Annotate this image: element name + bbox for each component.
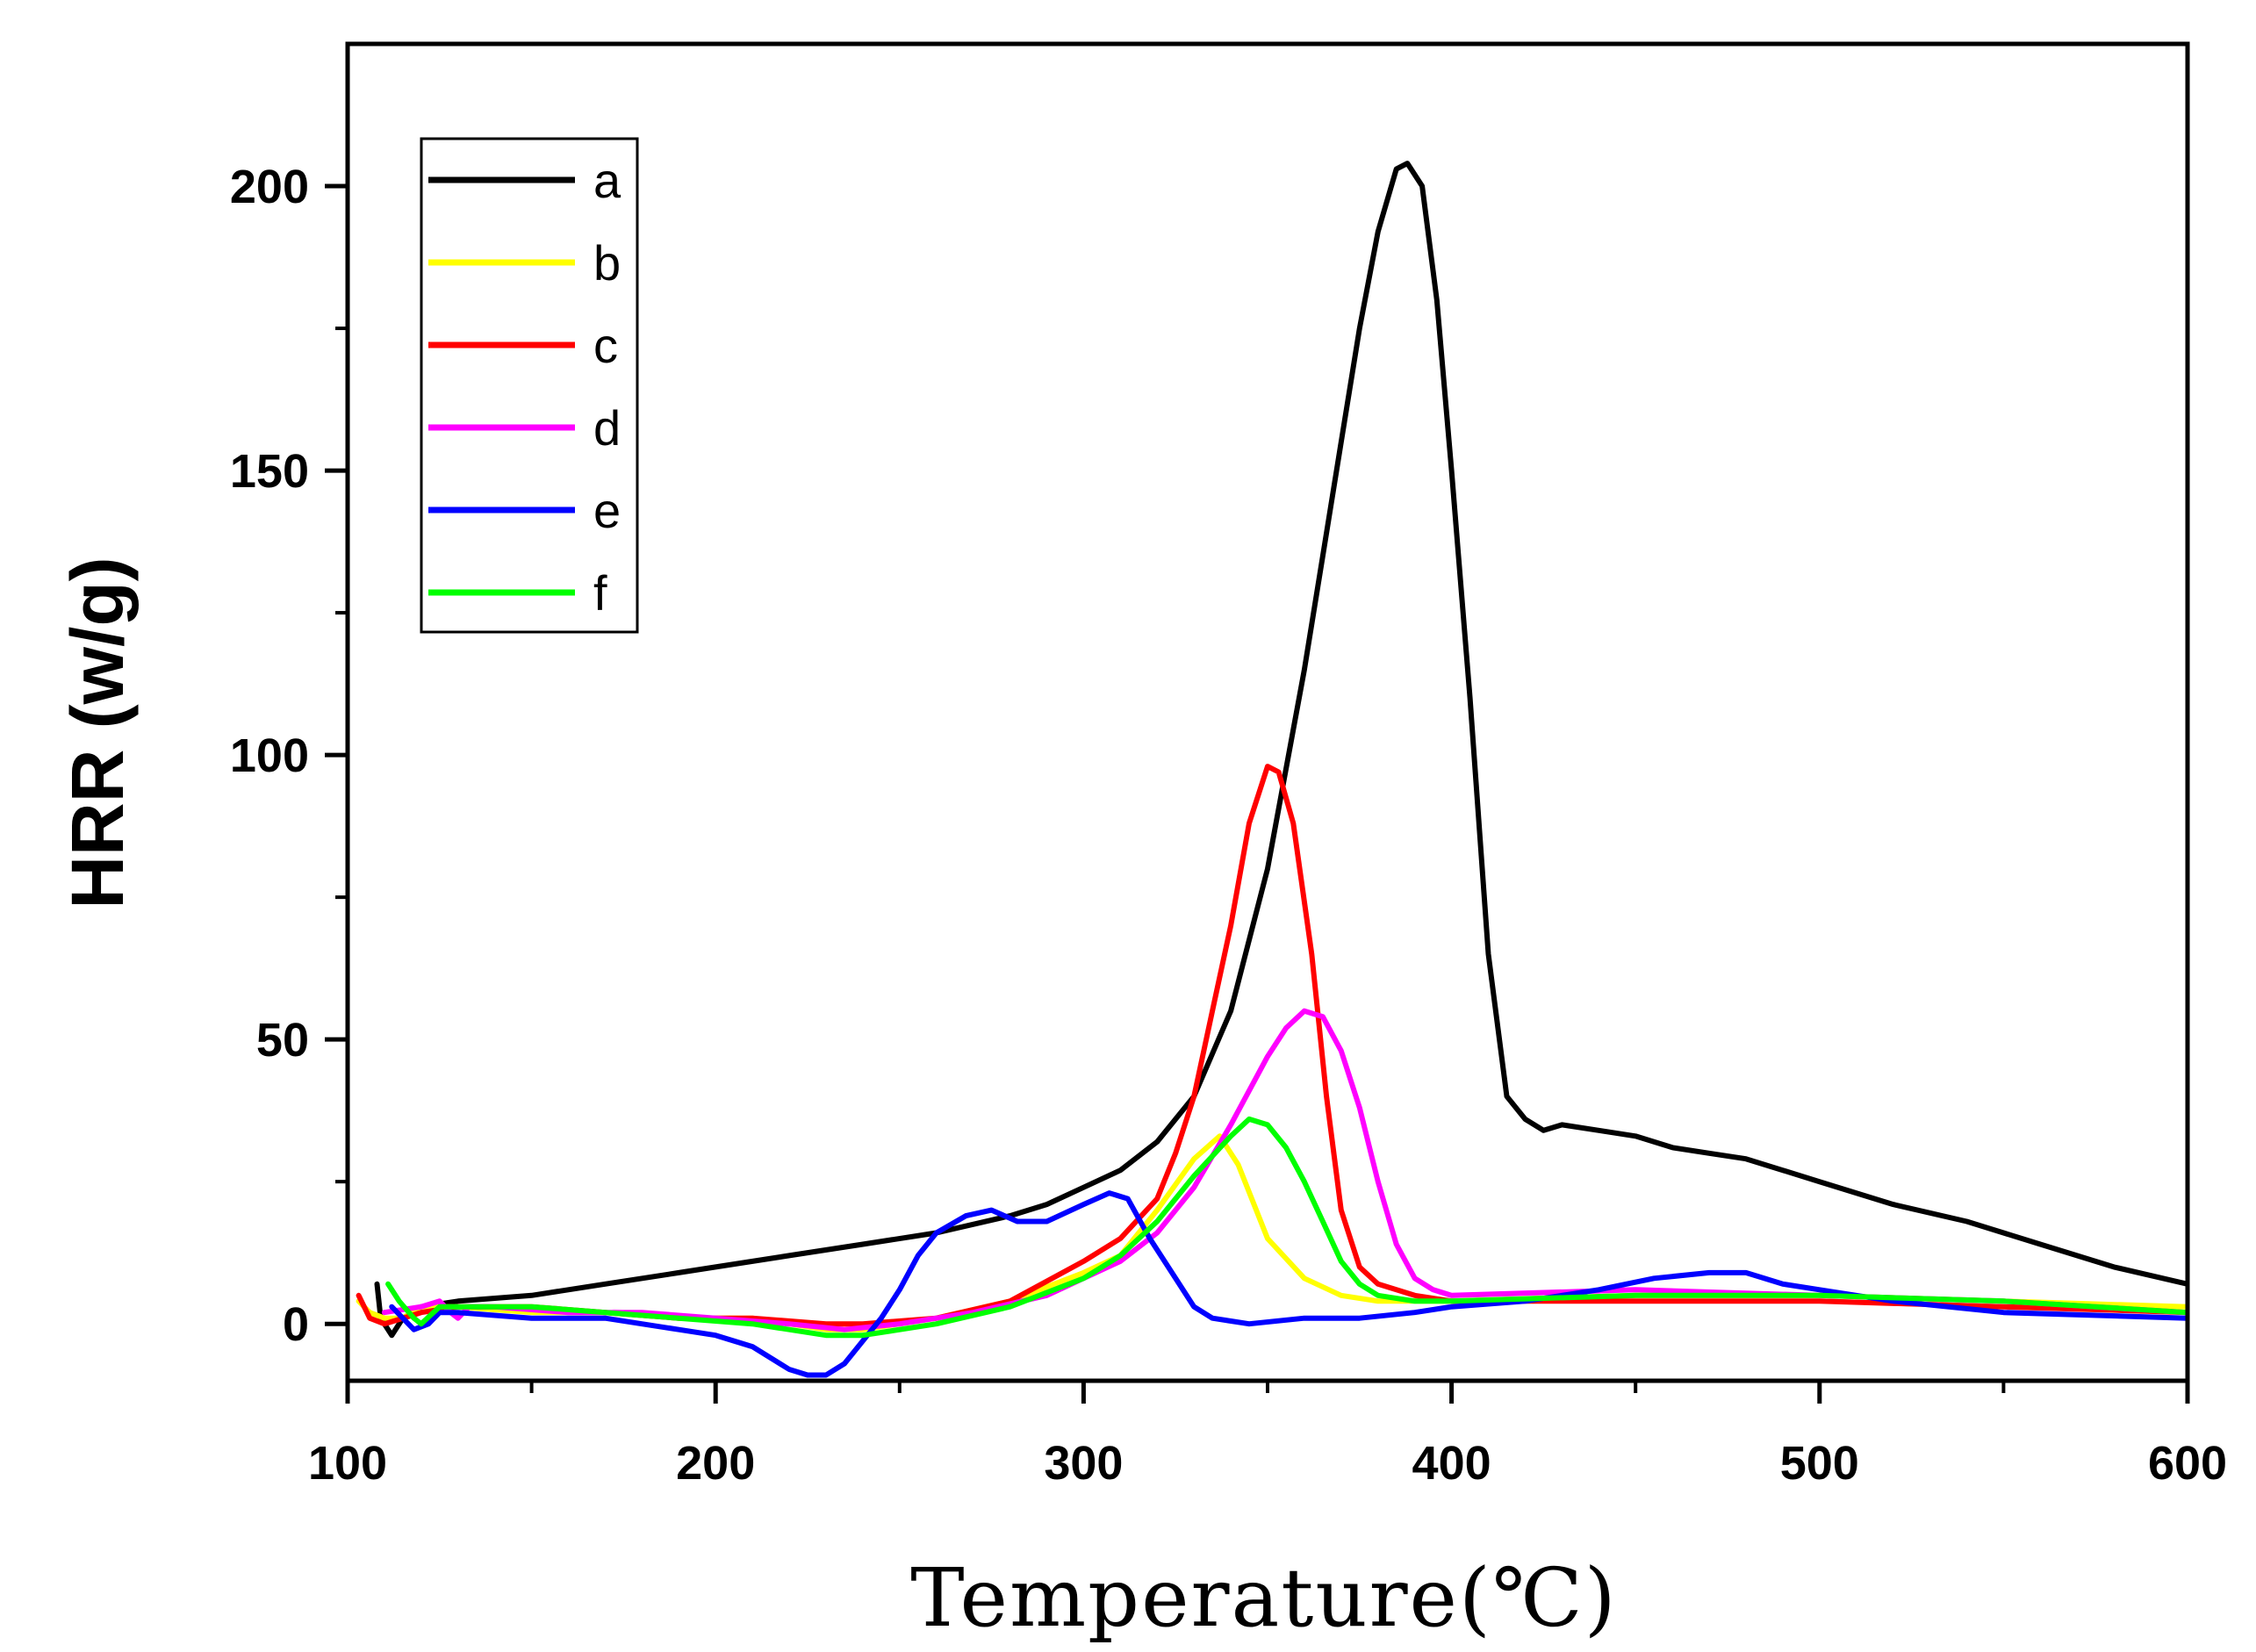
x-axis-label: Temperature(℃) <box>910 1551 1617 1645</box>
y-tick-label: 100 <box>230 729 309 782</box>
series-line-a <box>374 161 2188 1339</box>
legend-label-d: d <box>593 400 621 456</box>
legend-label-b: b <box>593 235 621 291</box>
x-tick-label: 200 <box>676 1437 755 1490</box>
legend-label-f: f <box>593 565 607 621</box>
x-tick-label: 100 <box>308 1437 387 1490</box>
y-tick-label: 200 <box>230 161 309 213</box>
x-tick-label: 400 <box>1412 1437 1491 1490</box>
x-tick-label: 500 <box>1780 1437 1859 1490</box>
y-axis-label: HRR (w/g) <box>56 557 139 909</box>
legend-box <box>420 137 639 634</box>
series-line-e <box>389 1190 2188 1378</box>
plot-frame <box>345 41 2190 1383</box>
tick-labels: 100 200 300 400 500 600 0 50 100 150 200 <box>230 161 2227 1490</box>
x-tick-label: 600 <box>2148 1437 2227 1490</box>
legend-label-e: e <box>593 483 621 538</box>
y-tick-label: 0 <box>283 1298 309 1351</box>
series-line-f <box>385 1116 2188 1339</box>
y-tick-label: 50 <box>256 1014 309 1067</box>
y-tick-label: 150 <box>230 445 309 498</box>
x-tick-label: 300 <box>1044 1437 1123 1490</box>
series-lines <box>356 161 2188 1378</box>
legend-label-a: a <box>593 153 621 208</box>
legend-label-c: c <box>593 318 618 373</box>
